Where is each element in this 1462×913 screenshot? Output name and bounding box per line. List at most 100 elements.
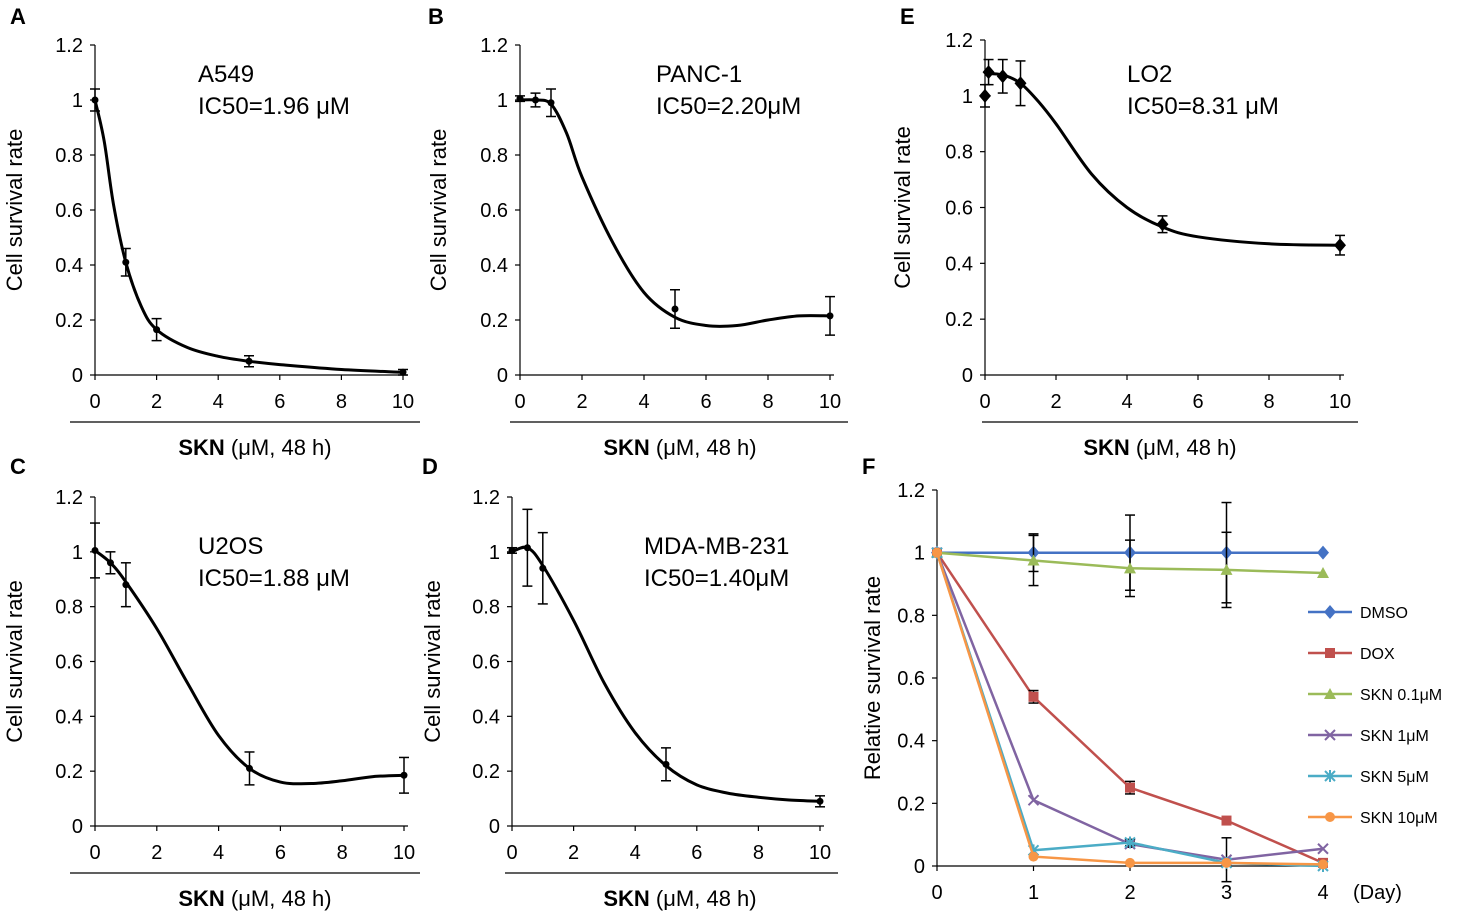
fit-curve [984,72,1341,247]
ic50-label: IC50=8.31 μM [1127,93,1279,120]
x-tick-label: 6 [691,842,702,864]
y-tick-label: 0.4 [945,253,973,275]
x-tick-label: 6 [700,391,711,413]
x-tick-label: 0 [979,391,990,413]
cell-line-label: PANC-1 [656,61,742,88]
data-point-marker [1325,648,1335,658]
x-axis-title: SKN (μM, 48 h) [603,886,756,911]
fit-curve [511,545,821,803]
y-tick-label: 0.2 [472,761,500,783]
y-tick-label: 0.2 [55,761,83,783]
data-point-marker [979,88,991,103]
x-axis-title-bold: SKN [1083,435,1129,460]
x-axis-title-unit: (μM, 48 h) [650,886,757,911]
x-axis-title: SKN (μM, 48 h) [1083,435,1236,460]
x-tick-label: 2 [568,842,579,864]
data-point-marker [1334,238,1346,253]
data-point-marker [1221,815,1232,826]
data-point-marker [400,771,408,779]
series-line [935,552,1324,861]
x-tick-label: 2 [576,391,587,413]
y-tick-label: 1 [72,90,83,112]
x-tick-label: 2 [1124,882,1135,904]
y-tick-label: 0.4 [480,255,508,277]
y-tick-label: 1.2 [480,35,508,57]
x-tick-label: 10 [809,842,831,864]
panel-letter: D [422,454,438,479]
panel-letter: A [10,4,26,29]
y-tick-label: 0 [914,856,925,878]
x-tick-label: 6 [275,842,286,864]
y-tick-label: 1.2 [55,487,83,509]
data-point-marker [508,546,516,554]
data-point-marker [1317,843,1329,855]
y-tick-label: 0.8 [472,597,500,619]
y-tick-label: 1 [962,86,973,108]
panel-f: F 0 0.2 0.4 0.6 0.8 1 1.2 0 1 2 3 4 (Day) Relative sur… [860,454,1442,904]
data-point-marker [122,258,130,266]
x-tick-label: 8 [336,391,347,413]
series-skn-0-1-m [931,531,1329,609]
x-tick-label: 6 [274,391,285,413]
panel-letter: B [428,4,444,29]
y-tick-label: 0.8 [945,142,973,164]
panel-d: D 0 0.2 0.4 0.6 0.8 1 1.2 0 2 4 6 8 10 Cell survival r… [420,454,838,911]
x-axis-title: SKN (μM, 48 h) [603,435,756,460]
data-point-marker [1028,691,1039,702]
x-axis-title: SKN (μM, 48 h) [178,435,331,460]
data-point-marker [1317,567,1329,579]
y-axis-title: Cell survival rate [426,129,451,292]
series-skn-1-m [931,546,1329,883]
data-point-marker [1324,729,1336,741]
y-tick-label: 0.4 [55,255,83,277]
x-tick-label: 10 [1329,391,1351,413]
data-point-marker [1014,76,1027,91]
x-axis-title-bold: SKN [178,435,224,460]
x-axis-title-unit: (μM, 48 h) [225,435,332,460]
ic50-label: IC50=2.20μM [656,93,801,120]
y-tick-label: 0.8 [897,605,925,627]
panel-letter: E [900,4,915,29]
panel-letter: F [862,454,875,479]
y-tick-label: 0.2 [945,309,973,331]
legend-label: SKN 10μM [1360,810,1438,827]
y-tick-label: 0.4 [55,706,83,728]
x-axis-title-unit: (μM, 48 h) [225,886,332,911]
data-point-marker [539,564,547,572]
legend-label: SKN 0.1μM [1360,687,1442,704]
series-line [935,552,1324,865]
data-point-marker [122,581,130,589]
data-point-marker [932,547,942,558]
data-point-marker [1028,851,1039,862]
y-axis-title: Cell survival rate [420,580,445,743]
y-axis-title: Cell survival rate [2,129,27,292]
series-skn-10-m [932,547,1328,870]
x-axis-title-bold: SKN [178,886,224,911]
y-tick-label: 0 [72,365,83,387]
data-point-marker [982,65,995,80]
ic50-label: IC50=1.88 μM [198,565,350,592]
data-point-marker [1324,688,1336,699]
y-tick-label: 1.2 [897,480,925,502]
legend-label: SKN 1μM [1360,728,1429,745]
x-tick-label: 1 [1028,882,1039,904]
ic50-label: IC50=1.40μM [644,565,789,592]
x-tick-label: 6 [1192,391,1203,413]
x-tick-label: 0 [89,842,100,864]
x-axis-unit-label: (Day) [1353,882,1402,904]
data-point-marker [153,326,161,334]
legend-label: DMSO [1360,605,1408,622]
x-tick-label: 0 [931,882,942,904]
data-point-marker [826,312,834,320]
x-axis-title-bold: SKN [603,886,649,911]
x-tick-label: 2 [151,391,162,413]
data-point-marker [1156,217,1169,232]
cell-line-label: U2OS [198,533,263,560]
y-tick-label: 0.2 [897,793,925,815]
legend-label: DOX [1360,646,1395,663]
y-axis-title: Cell survival rate [890,126,915,289]
fit-curve [94,549,405,786]
data-point-marker [91,96,99,104]
x-axis-title-bold: SKN [603,435,649,460]
